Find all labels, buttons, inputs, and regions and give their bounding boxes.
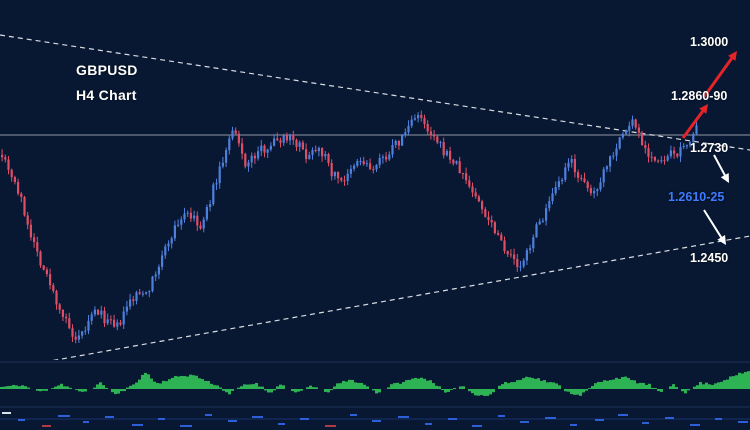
price-level-1-2610-25: 1.2610-25 — [668, 190, 725, 204]
price-level-1-2860-90: 1.2860-90 — [671, 89, 728, 103]
price-level-1-2730: 1.2730 — [690, 141, 729, 155]
timeframe-label: H4 Chart — [76, 86, 137, 103]
bullish-projection-upper-arrowhead-icon — [728, 51, 737, 61]
oscillator-histogram-layer — [0, 371, 750, 396]
price-level-1-3000: 1.3000 — [690, 35, 729, 49]
candles-layer — [1, 110, 698, 344]
panels-layer — [0, 360, 750, 430]
projection-arrows-layer — [681, 51, 737, 245]
signal-dashes-layer — [0, 412, 750, 427]
pullback-projection-lower-arrowhead-icon — [717, 234, 726, 245]
symbol-watermark: GBPUSD H4 Chart — [76, 58, 138, 107]
pullback-projection-upper-arrowhead-icon — [720, 172, 729, 183]
symbol-label: GBPUSD — [76, 62, 138, 78]
bullish-projection-lower-arrowhead-icon — [699, 104, 708, 114]
price-level-1-2450: 1.2450 — [690, 251, 729, 265]
